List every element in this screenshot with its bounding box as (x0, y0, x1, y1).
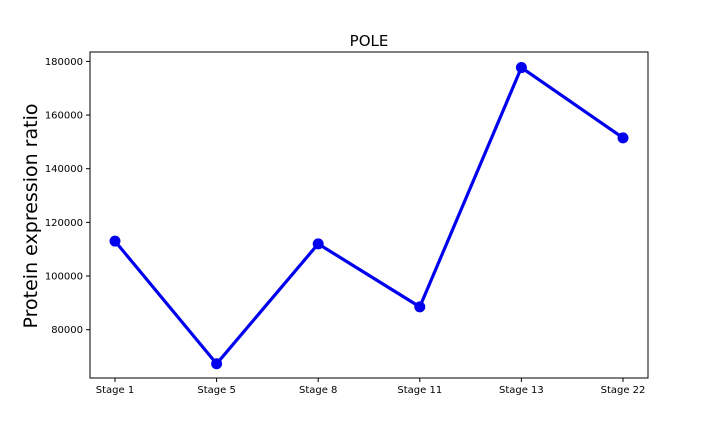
series-line (113, 65, 625, 366)
data-point (211, 358, 223, 370)
x-tick-label: Stage 1 (96, 385, 134, 396)
x-axis-ticks: Stage 1 Stage 5 Stage 8 Stage 11 Stage 13 Sta… (96, 378, 646, 396)
data-point (312, 238, 324, 250)
plot-area-frame (89, 51, 649, 379)
y-tick-label: 140000 (45, 164, 83, 175)
y-axis-label: Protein expression ratio (20, 104, 42, 329)
x-tick-label: Stage 5 (197, 385, 235, 396)
y-axis-ticks: 80000 100000 120000 140000 160000 180000 (45, 57, 90, 336)
y-tick-label: 160000 (45, 111, 83, 122)
x-tick-label: Stage 11 (397, 385, 442, 396)
chart-title: POLE (350, 32, 389, 50)
data-point (414, 301, 426, 313)
y-tick-label: 180000 (45, 57, 83, 68)
x-tick-label: Stage 13 (499, 385, 544, 396)
data-point (617, 132, 629, 144)
y-tick-label: 120000 (45, 218, 83, 229)
y-tick-label: 100000 (45, 272, 83, 283)
data-point (109, 235, 121, 247)
y-tick-label: 80000 (51, 325, 83, 336)
data-point (515, 62, 527, 74)
x-tick-label: Stage 22 (601, 385, 646, 396)
series-layer (109, 62, 629, 370)
x-tick-label: Stage 8 (299, 385, 337, 396)
